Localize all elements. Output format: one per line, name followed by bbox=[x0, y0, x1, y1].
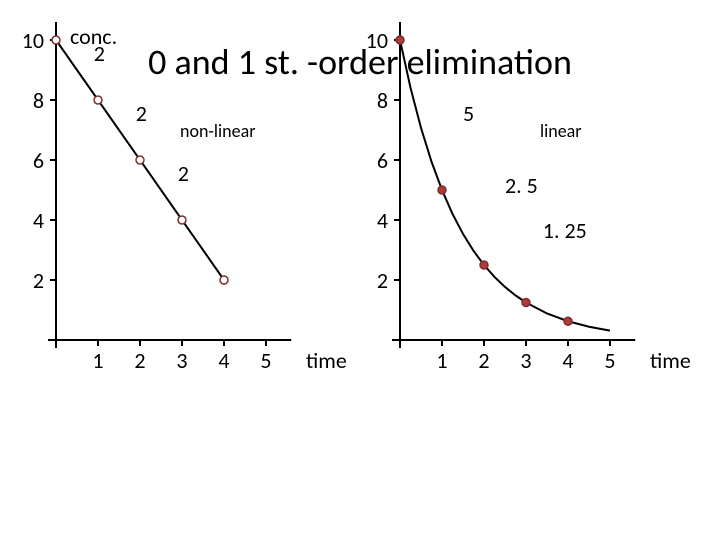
delta-annotation: 1. 25 bbox=[543, 217, 587, 244]
x-tick-label: 4 bbox=[562, 347, 573, 374]
left-subtitle: non-linear bbox=[180, 120, 256, 142]
y-axis-label: conc. bbox=[70, 23, 117, 50]
delta-annotation: 2 bbox=[136, 100, 147, 127]
y-tick-label: 4 bbox=[377, 207, 388, 234]
right-chart-svg: 2468101234552. 51. 25time bbox=[0, 140, 320, 400]
data-point bbox=[438, 186, 446, 194]
right-subtitle: linear bbox=[540, 120, 582, 142]
y-tick-label: 10 bbox=[366, 27, 388, 54]
data-point bbox=[564, 317, 572, 325]
right-chart: 2468101234552. 51. 25time bbox=[0, 140, 320, 405]
data-point bbox=[94, 96, 102, 104]
y-tick-label: 8 bbox=[377, 87, 388, 114]
delta-annotation: 5 bbox=[463, 100, 474, 127]
y-tick-label: 6 bbox=[377, 147, 388, 174]
y-tick-label: 10 bbox=[22, 27, 44, 54]
data-point bbox=[522, 299, 530, 307]
data-point bbox=[480, 261, 488, 269]
delta-annotation: 2. 5 bbox=[505, 172, 538, 199]
data-point bbox=[52, 36, 60, 44]
y-tick-label: 8 bbox=[33, 87, 44, 114]
x-axis-label: time bbox=[650, 347, 691, 374]
x-tick-label: 5 bbox=[604, 347, 615, 374]
x-tick-label: 2 bbox=[478, 347, 489, 374]
x-tick-label: 1 bbox=[436, 347, 447, 374]
x-tick-label: 3 bbox=[520, 347, 531, 374]
data-point bbox=[396, 36, 404, 44]
y-tick-label: 2 bbox=[377, 267, 388, 294]
